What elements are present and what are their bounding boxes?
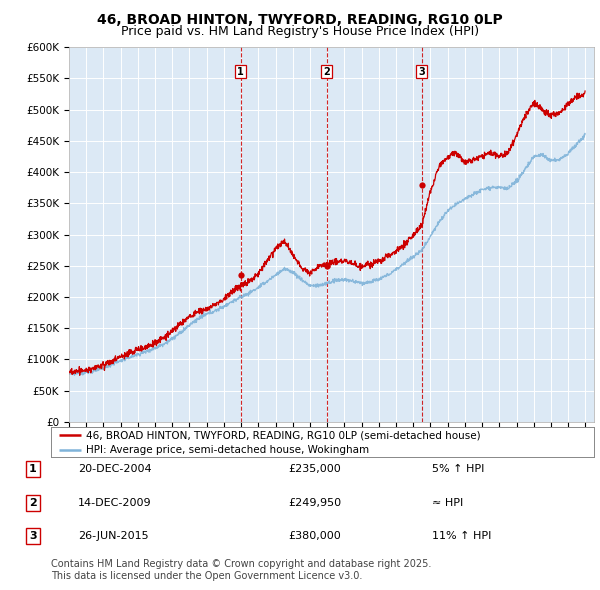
Text: £380,000: £380,000 — [288, 532, 341, 541]
Text: 1: 1 — [29, 464, 37, 474]
Text: 3: 3 — [418, 67, 425, 77]
Text: 46, BROAD HINTON, TWYFORD, READING, RG10 0LP: 46, BROAD HINTON, TWYFORD, READING, RG10… — [97, 13, 503, 27]
Text: £249,950: £249,950 — [288, 498, 341, 507]
Text: 26-JUN-2015: 26-JUN-2015 — [78, 532, 149, 541]
Text: Contains HM Land Registry data © Crown copyright and database right 2025.
This d: Contains HM Land Registry data © Crown c… — [51, 559, 431, 581]
Text: 46, BROAD HINTON, TWYFORD, READING, RG10 0LP (semi-detached house): 46, BROAD HINTON, TWYFORD, READING, RG10… — [86, 430, 481, 440]
Text: 5% ↑ HPI: 5% ↑ HPI — [432, 464, 484, 474]
Text: 1: 1 — [237, 67, 244, 77]
Text: Price paid vs. HM Land Registry's House Price Index (HPI): Price paid vs. HM Land Registry's House … — [121, 25, 479, 38]
Text: 20-DEC-2004: 20-DEC-2004 — [78, 464, 152, 474]
Text: 3: 3 — [29, 532, 37, 541]
Text: 11% ↑ HPI: 11% ↑ HPI — [432, 532, 491, 541]
Text: ≈ HPI: ≈ HPI — [432, 498, 463, 507]
Text: 2: 2 — [29, 498, 37, 507]
Text: 2: 2 — [323, 67, 330, 77]
Text: 14-DEC-2009: 14-DEC-2009 — [78, 498, 152, 507]
Text: HPI: Average price, semi-detached house, Wokingham: HPI: Average price, semi-detached house,… — [86, 445, 370, 454]
Text: £235,000: £235,000 — [288, 464, 341, 474]
